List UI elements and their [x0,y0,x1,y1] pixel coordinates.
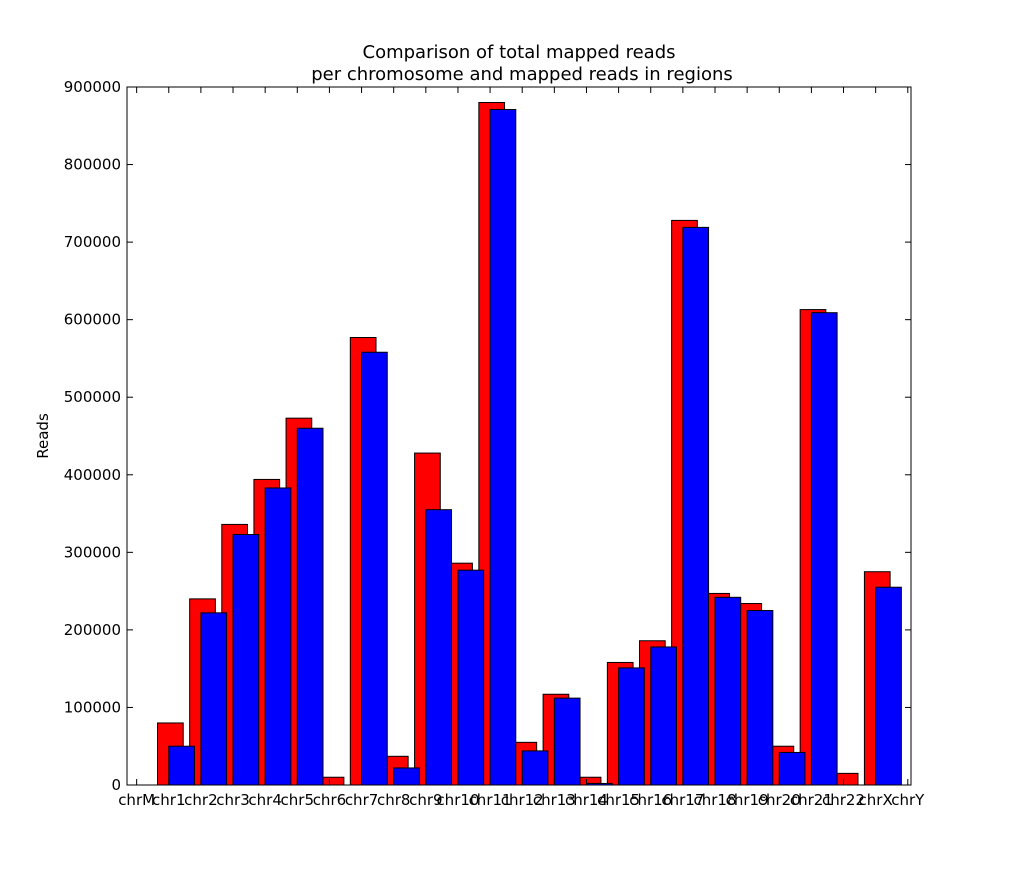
bar-series-2-chr20 [778,751,806,786]
chart-title-line-2: per chromosome and mapped reads in regio… [311,64,733,85]
x-tick-label-chr3: chr3 [216,791,249,809]
x-axis: chrMchr1chr2chr3chr4chr5chr6chr7chr8chr9… [118,87,925,809]
x-tick-label-chr2: chr2 [184,791,217,809]
y-tick-label-400000: 400000 [64,466,121,484]
x-tick-label-chr14: chr14 [565,791,608,809]
x-tick-label-chr9: chr9 [409,791,442,809]
y-tick-label-100000: 100000 [64,698,121,716]
x-tick-label-chr10: chr10 [436,791,479,809]
plot-frame [126,86,912,786]
bar-series-2-chr13 [553,697,581,786]
bar-series-2-chr5 [296,427,324,786]
x-tick-label-chr7: chr7 [345,791,378,809]
bar-series-2-chrX [875,586,902,786]
chart-title: Comparison of total mapped reads per chr… [311,42,733,85]
bar-series-2-chr7 [361,351,388,786]
x-tick-label-chr16: chr16 [629,791,672,809]
x-tick-label-chrX: chrX [859,791,893,809]
y-tick-label-500000: 500000 [64,388,121,406]
bar-series-2-chr12 [521,750,549,786]
bar-series-2-chr19 [746,610,774,786]
x-tick-label-chr8: chr8 [377,791,410,809]
y-tick-label-200000: 200000 [64,621,121,639]
x-tick-label-chrY: chrY [891,791,925,809]
x-tick-label-chr15: chr15 [597,791,640,809]
y-tick-label-800000: 800000 [64,156,121,174]
bar-series-2-chr4 [264,487,292,786]
x-tick-label-chr18: chr18 [693,791,736,809]
bar-series-2-chr3 [232,534,260,786]
y-axis-label: Reads [34,413,52,459]
x-tick-label-chr12: chr12 [501,791,544,809]
x-tick-label-chr5: chr5 [281,791,314,809]
x-tick-label-chr20: chr20 [758,791,801,809]
bar-series-2-chr10 [457,569,485,786]
y-axis: 0 100000 200000 300000 400000 500000 600000 700… [64,78,911,794]
y-tick-label-900000: 900000 [64,78,121,96]
x-tick-label-chr1: chr1 [152,791,185,809]
x-tick-label-chrM: chrM [118,791,155,809]
bar-series-2-chr8 [393,767,420,786]
bar-series-2-chr9 [425,509,453,786]
bar-series-2-chr2 [200,612,228,786]
bars-group [157,102,902,786]
x-tick-label-chr11: chr11 [469,791,512,809]
bar-series-2-chr15 [618,667,645,786]
y-tick-label-700000: 700000 [64,233,121,251]
x-tick-label-chr21: chr21 [790,791,833,809]
chart-title-line-1: Comparison of total mapped reads [363,42,676,63]
x-tick-label-chr6: chr6 [313,791,346,809]
y-tick-label-0: 0 [111,776,121,794]
x-tick-label-chr13: chr13 [533,791,576,809]
bar-series-2-chr11 [489,108,517,786]
x-tick-label-chr19: chr19 [726,791,769,809]
bar-series-2-chr16 [650,646,677,786]
y-tick-label-600000: 600000 [64,311,121,329]
x-tick-label-chr17: chr17 [661,791,704,809]
bar-series-2-chr18 [714,596,742,786]
y-tick-label-300000: 300000 [64,543,121,561]
x-tick-label-chr22: chr22 [822,791,865,809]
bar-series-2-chr1 [168,745,195,786]
bar-series-2-chr17 [682,226,710,786]
x-tick-label-chr4: chr4 [248,791,281,809]
bar-series-2-chr21 [810,312,838,786]
